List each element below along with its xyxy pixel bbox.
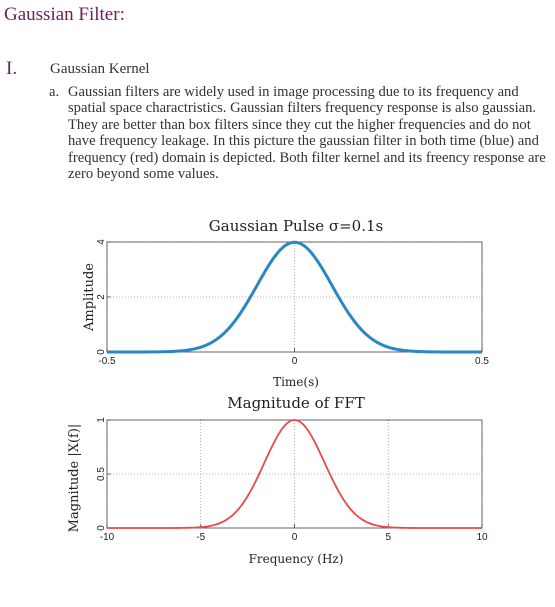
x-axis-label: Time(s) (273, 375, 319, 389)
section-title: Gaussian Kernel (50, 61, 150, 77)
x-axis-label: Frequency (Hz) (249, 552, 344, 566)
item-marker: a. (49, 84, 60, 100)
y-tick-label: 1 (96, 417, 107, 423)
x-tick-label: -10 (100, 532, 115, 543)
series-line (107, 419, 482, 529)
gaussian-pulse-chart: Gaussian Pulse σ=0.1s 024 -0.5 0 0.5 Time(… (82, 217, 489, 389)
page-title: Gaussian Filter: (4, 4, 125, 25)
x-tick-label: 0.5 (475, 356, 489, 367)
y-tick-label: 0.5 (96, 467, 107, 481)
x-tick-label: 0 (292, 532, 298, 543)
x-tick-label: 5 (385, 532, 391, 543)
grid (106, 241, 483, 353)
x-tick-label: -0.5 (98, 356, 116, 367)
description-item: a. Gaussian filters are widely used in i… (49, 84, 549, 182)
chart-title: Gaussian Pulse σ=0.1s (209, 217, 383, 235)
description-paragraph: Gaussian filters are widely used in imag… (68, 84, 546, 183)
y-tick-label: 4 (96, 239, 107, 245)
y-axis-label: Magnitude |X(f)| (67, 424, 82, 533)
y-axis: 00.51 (96, 417, 111, 531)
fft-magnitude-chart: Magnitude of FFT 00.51 -10 -5 0 5 10 Frequen… (67, 394, 488, 566)
y-axis-label: Amplitude (82, 263, 97, 332)
x-axis: -10 -5 0 5 10 (100, 524, 488, 543)
grid (106, 419, 483, 529)
x-tick-label: 10 (476, 532, 488, 543)
y-tick-label: 0 (96, 525, 107, 531)
y-tick-label: 2 (96, 294, 107, 300)
x-tick-label: -5 (196, 532, 205, 543)
section-number: I. (6, 58, 18, 79)
x-tick-label: 0 (292, 356, 298, 367)
y-axis: 0 2 4 (96, 239, 111, 355)
series-line (107, 240, 482, 354)
y-tick-label: 0 (96, 349, 107, 355)
chart-title: Magnitude of FFT (227, 394, 364, 412)
